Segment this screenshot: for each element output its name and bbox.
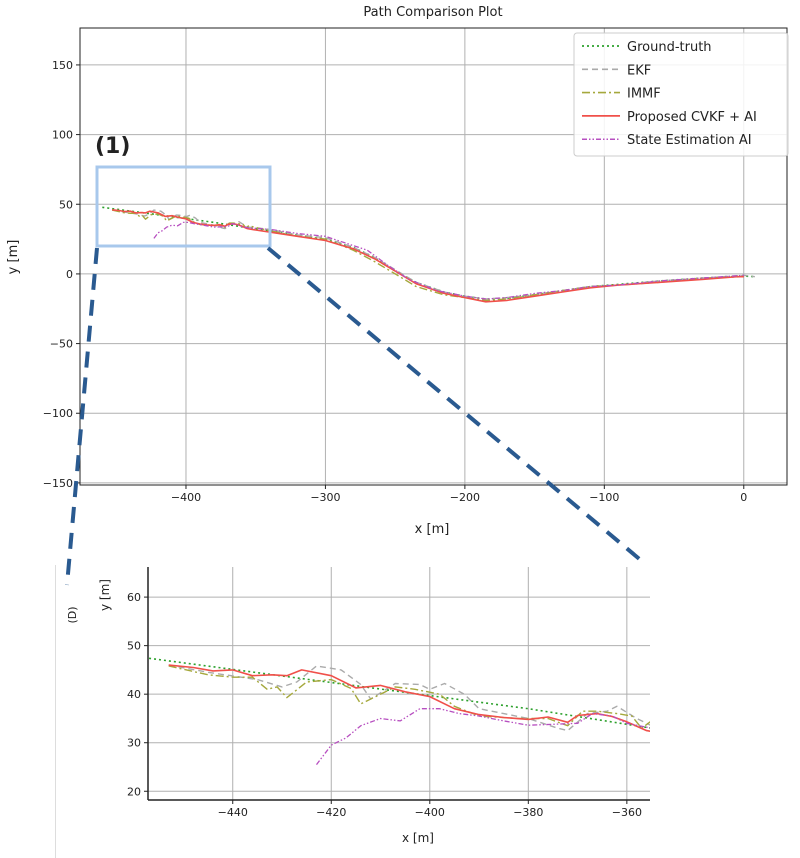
series-line-proposed-cvkf-ai — [112, 209, 744, 303]
x-tick-label: 0 — [740, 491, 747, 504]
series-line-ekf — [168, 664, 650, 732]
region-label: (1) — [95, 134, 130, 159]
series-line-proposed-cvkf-ai — [168, 664, 650, 732]
series-line-immf — [168, 665, 650, 729]
y-tick-label: 40 — [127, 688, 141, 701]
legend-entry: EKF — [627, 63, 651, 78]
series-line-ekf — [111, 209, 755, 300]
x-tick-label: −200 — [450, 491, 480, 504]
main-y-axis-label: y [m] — [6, 240, 21, 275]
x-tick-label: −100 — [589, 491, 619, 504]
x-tick-label: −360 — [612, 806, 642, 819]
legend-entry: Proposed CVKF + AI — [627, 110, 757, 125]
x-tick-label: −300 — [310, 491, 340, 504]
x-tick-label: −400 — [171, 491, 201, 504]
x-tick-label: −380 — [513, 806, 543, 819]
series-line-immf — [111, 209, 744, 302]
series-line-ground-truth — [102, 206, 755, 300]
main-axes-frame — [79, 27, 788, 486]
zoom-connector-right — [266, 246, 645, 564]
y-tick-label: 50 — [127, 640, 141, 653]
legend-entry: Ground-truth — [627, 40, 712, 55]
y-tick-label: 100 — [52, 129, 73, 142]
highlight-region-box — [95, 165, 272, 248]
chart-title: Path Comparison Plot — [363, 5, 502, 20]
series-line-state-estimation-ai — [153, 221, 744, 300]
legend: Ground-truth EKF IMMF Proposed CVKF + AI Sta… — [573, 32, 789, 157]
inset-label: (D) — [66, 606, 79, 623]
legend-entry: State Estimation AI — [627, 133, 752, 148]
main-x-axis-label: x [m] — [415, 522, 450, 537]
y-tick-label: −50 — [50, 338, 73, 351]
x-tick-label: −420 — [316, 806, 346, 819]
series-line-state-estimation-ai — [315, 708, 650, 765]
x-tick-label: −400 — [415, 806, 445, 819]
inset-zoom-plot: −440 −420 −400 −380 −360 20 30 40 50 60 — [127, 567, 650, 819]
y-tick-label: 20 — [127, 785, 141, 798]
zoom-connector-left — [65, 247, 99, 586]
y-tick-label: 60 — [127, 591, 141, 604]
y-tick-label: 50 — [59, 198, 73, 211]
inset-y-axis-label: y [m] — [98, 579, 112, 611]
legend-box — [573, 32, 789, 157]
y-tick-label: 30 — [127, 737, 141, 750]
y-tick-label: 150 — [52, 59, 73, 72]
y-tick-label: −100 — [43, 407, 73, 420]
y-tick-label: 0 — [66, 268, 73, 281]
legend-entry: IMMF — [627, 87, 661, 102]
x-tick-label: −440 — [218, 806, 248, 819]
y-tick-label: −150 — [43, 477, 73, 490]
inset-x-axis-label: x [m] — [402, 831, 434, 845]
